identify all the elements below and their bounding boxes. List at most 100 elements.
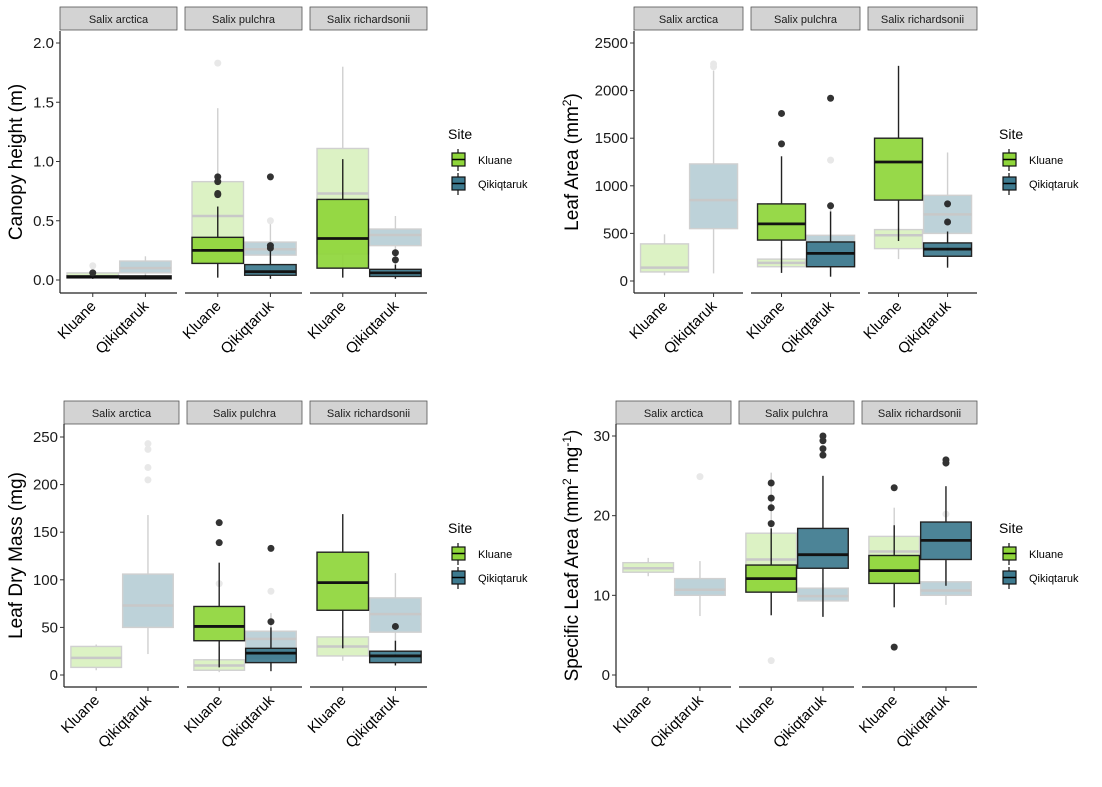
outlier-point xyxy=(827,156,835,164)
x-tick-label: Qikiqtaruk xyxy=(95,691,155,751)
legend-label: Kluane xyxy=(1029,155,1063,167)
outlier-point xyxy=(266,242,274,250)
background-box xyxy=(121,440,174,655)
box-iqr xyxy=(688,163,739,230)
box-kluane xyxy=(745,479,798,616)
x-tick-label: Kluane xyxy=(305,692,350,737)
outlier-point xyxy=(767,504,775,512)
y-tick-label: 10 xyxy=(593,587,610,604)
outlier-point xyxy=(827,202,835,210)
background-box xyxy=(688,60,739,274)
y-tick-label: 150 xyxy=(33,524,58,541)
box-qikiqtaruk xyxy=(243,173,297,279)
x-tick-label: Kluane xyxy=(856,692,901,737)
y-tick-label: 100 xyxy=(33,572,58,589)
y-tick-label: 2500 xyxy=(595,35,628,52)
facet-label: Salix richardsonii xyxy=(327,408,410,420)
legend-title: Site xyxy=(999,126,1023,142)
x-tick-label: Qikiqtaruk xyxy=(342,297,402,357)
y-tick-label: 0 xyxy=(50,667,58,684)
box-iqr xyxy=(368,228,422,247)
x-tick-label: Kluane xyxy=(743,298,788,343)
box-iqr xyxy=(673,577,726,597)
legend-label: Qikiqtaruk xyxy=(478,573,528,585)
facet-label: Salix arctica xyxy=(89,14,149,26)
x-tick-label: Qikiqtaruk xyxy=(92,297,152,357)
x-tick-label: Kluane xyxy=(733,692,778,737)
facet-strip xyxy=(309,400,428,425)
outlier-point xyxy=(144,445,152,453)
box-kluane xyxy=(316,514,370,649)
box-qikiqtaruk xyxy=(368,622,422,666)
x-tick-label: Kluane xyxy=(626,298,671,343)
box-iqr xyxy=(243,263,297,276)
legend-item-qikiqtaruk: Qikiqtaruk xyxy=(451,173,528,195)
y-tick-label: 0 xyxy=(620,273,628,290)
outlier-point xyxy=(827,94,835,102)
outlier-point xyxy=(819,432,827,440)
background-box xyxy=(70,644,123,671)
y-axis-title-part: Leaf Area (mm xyxy=(562,106,583,231)
facet-strip xyxy=(615,400,732,425)
outlier-point xyxy=(267,587,275,595)
box-kluane xyxy=(193,519,246,668)
x-tick-label: Kluane xyxy=(55,298,100,343)
x-tick-label: Qikiqtaruk xyxy=(895,297,955,357)
facet-strip xyxy=(633,6,744,31)
y-tick-label: 0.0 xyxy=(33,272,54,289)
outlier-point xyxy=(266,173,274,181)
y-tick-label: 1.5 xyxy=(33,94,54,111)
box-iqr xyxy=(193,605,246,642)
x-tick-label: Qikiqtaruk xyxy=(778,297,838,357)
y-tick-label: 1.0 xyxy=(33,154,54,171)
facet-label: Salix pulchra xyxy=(774,14,838,26)
outlier-point xyxy=(890,643,898,651)
outlier-point xyxy=(266,217,274,225)
box-qikiqtaruk xyxy=(368,249,422,279)
outlier-point xyxy=(819,445,827,453)
y-tick-label: 50 xyxy=(41,619,58,636)
outlier-point xyxy=(89,269,97,277)
y-tick-label: 2000 xyxy=(595,83,628,100)
x-tick-label: Qikiqtaruk xyxy=(217,297,277,357)
y-axis-title-part: ) xyxy=(562,430,583,436)
facet-label: Salix richardsonii xyxy=(327,14,410,26)
outlier-point xyxy=(391,249,399,257)
outlier-point xyxy=(144,440,152,448)
facet-strip xyxy=(59,6,178,31)
y-tick-label: 200 xyxy=(33,477,58,494)
outlier-point xyxy=(819,451,827,459)
legend-item-kluane: Kluane xyxy=(451,543,512,565)
box-iqr xyxy=(121,573,174,629)
box-iqr xyxy=(796,527,849,569)
outlier-point xyxy=(710,60,718,68)
legend-title: Site xyxy=(999,520,1023,536)
outlier-point xyxy=(767,479,775,487)
box-iqr xyxy=(244,647,297,664)
box-kluane xyxy=(756,109,807,273)
box-iqr xyxy=(873,137,924,201)
legend-item-qikiqtaruk: Qikiqtaruk xyxy=(1002,567,1079,589)
box-qikiqtaruk xyxy=(805,94,856,277)
legend: Site Kluane Qikiqtaruk xyxy=(448,126,528,195)
x-tick-label: Qikiqtaruk xyxy=(661,297,721,357)
box-kluane xyxy=(873,65,924,242)
box-kluane xyxy=(66,269,120,279)
y-tick-label: 1500 xyxy=(595,130,628,147)
outlier-point xyxy=(942,456,950,464)
x-tick-label: Qikiqtaruk xyxy=(770,691,830,751)
y-axis-title-part: Specific Leaf Area (mm xyxy=(562,485,583,681)
outlier-point xyxy=(214,189,222,197)
outlier-point xyxy=(214,173,222,181)
box-qikiqtaruk xyxy=(244,544,297,672)
facet-strip xyxy=(186,400,303,425)
y-axis-title-superscript: -1 xyxy=(560,436,574,447)
x-tick-label: Qikiqtaruk xyxy=(218,691,278,751)
x-tick-label: Kluane xyxy=(305,298,350,343)
outlier-point xyxy=(944,200,952,208)
y-tick-label: 30 xyxy=(593,428,610,445)
y-axis-title: Leaf Dry Mass (mg) xyxy=(6,472,27,639)
legend-label: Qikiqtaruk xyxy=(478,179,528,191)
